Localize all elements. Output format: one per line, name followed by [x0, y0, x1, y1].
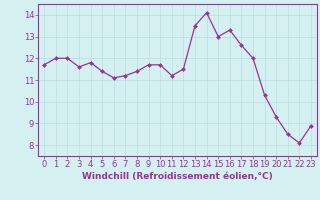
- X-axis label: Windchill (Refroidissement éolien,°C): Windchill (Refroidissement éolien,°C): [82, 172, 273, 181]
